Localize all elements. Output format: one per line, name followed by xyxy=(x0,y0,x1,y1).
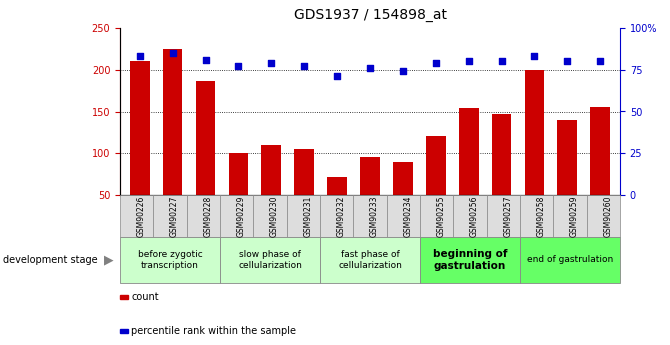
Bar xyxy=(163,49,182,237)
Bar xyxy=(261,145,281,237)
Bar xyxy=(525,70,544,237)
Text: GSM90233: GSM90233 xyxy=(370,195,379,237)
Bar xyxy=(228,153,249,237)
Text: GSM90257: GSM90257 xyxy=(503,195,513,237)
Text: GDS1937 / 154898_at: GDS1937 / 154898_at xyxy=(293,8,446,22)
Bar xyxy=(492,114,511,237)
Point xyxy=(332,74,342,79)
Text: GSM90234: GSM90234 xyxy=(403,195,412,237)
Bar xyxy=(294,149,314,237)
Point xyxy=(430,60,441,66)
Point xyxy=(168,50,178,56)
Point xyxy=(397,69,408,74)
Bar xyxy=(426,136,446,237)
Text: slow phase of
cellularization: slow phase of cellularization xyxy=(238,250,302,270)
Text: GSM90231: GSM90231 xyxy=(304,195,312,237)
Point xyxy=(364,65,375,71)
Point xyxy=(233,63,244,69)
Text: before zygotic
transcription: before zygotic transcription xyxy=(137,250,202,270)
Bar xyxy=(360,157,380,237)
Text: ▶: ▶ xyxy=(104,254,113,266)
Point xyxy=(200,57,211,62)
Text: GSM90232: GSM90232 xyxy=(336,195,346,237)
Text: GSM90258: GSM90258 xyxy=(537,195,545,237)
Text: GSM90260: GSM90260 xyxy=(603,195,612,237)
Bar xyxy=(459,108,478,237)
Bar xyxy=(590,107,610,237)
Text: count: count xyxy=(131,292,159,302)
Text: GSM90227: GSM90227 xyxy=(170,195,179,237)
Bar xyxy=(393,162,413,237)
Point xyxy=(299,63,310,69)
Text: beginning of
gastrulation: beginning of gastrulation xyxy=(433,249,507,271)
Point xyxy=(595,59,606,64)
Text: end of gastrulation: end of gastrulation xyxy=(527,256,613,265)
Bar xyxy=(557,120,578,237)
Text: fast phase of
cellularization: fast phase of cellularization xyxy=(338,250,402,270)
Text: GSM90255: GSM90255 xyxy=(437,195,446,237)
Text: GSM90259: GSM90259 xyxy=(570,195,579,237)
Text: GSM90226: GSM90226 xyxy=(137,195,145,237)
Point xyxy=(266,60,277,66)
Point xyxy=(562,59,573,64)
Text: percentile rank within the sample: percentile rank within the sample xyxy=(131,326,296,336)
Point xyxy=(529,53,540,59)
Point xyxy=(464,59,474,64)
Text: GSM90229: GSM90229 xyxy=(237,195,246,237)
Bar xyxy=(130,61,149,237)
Point xyxy=(496,59,507,64)
Text: development stage: development stage xyxy=(3,255,98,265)
Bar xyxy=(327,177,347,237)
Bar xyxy=(196,81,215,237)
Point xyxy=(135,53,145,59)
Text: GSM90256: GSM90256 xyxy=(470,195,479,237)
Text: GSM90230: GSM90230 xyxy=(270,195,279,237)
Text: GSM90228: GSM90228 xyxy=(203,195,212,237)
